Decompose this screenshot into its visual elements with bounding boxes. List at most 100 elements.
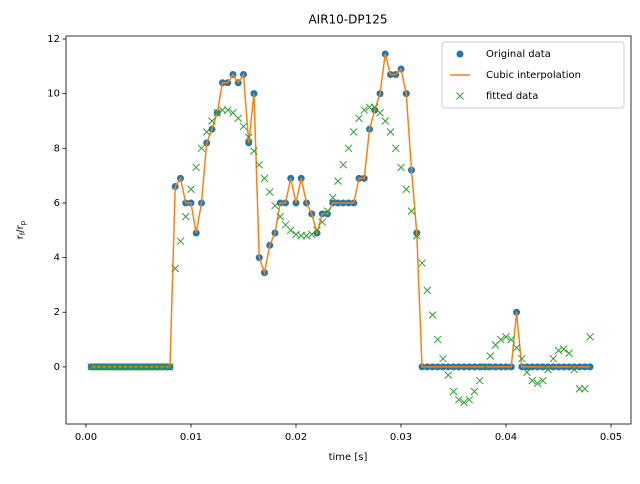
legend-label: fitted data (486, 91, 538, 102)
y-tick-label: 10 (47, 89, 60, 100)
data-point (187, 185, 195, 194)
data-point (502, 332, 510, 341)
legend-box (441, 41, 625, 109)
data-point (496, 335, 505, 344)
data-point (407, 207, 416, 215)
data-point (517, 354, 526, 363)
x-tick-label: 0.01 (180, 432, 202, 443)
data-point (433, 335, 442, 344)
data-point (412, 231, 421, 240)
data-point (323, 207, 332, 215)
data-point (449, 387, 458, 396)
data-point (276, 212, 285, 221)
data-point (470, 387, 479, 396)
y-tick-label: 8 (54, 143, 60, 154)
data-point (234, 114, 243, 123)
legend-swatch (456, 92, 464, 100)
y-tick-label: 0 (54, 362, 60, 373)
x-axis-label: time [s] (329, 452, 368, 463)
data-point (202, 128, 211, 136)
y-tick-label: 6 (54, 198, 60, 209)
data-point (313, 226, 321, 235)
data-point (213, 108, 222, 117)
data-point (302, 231, 311, 240)
data-point (512, 343, 521, 352)
data-point (454, 395, 463, 404)
data-point (328, 193, 337, 202)
data-point (176, 237, 185, 246)
data-point (444, 371, 453, 379)
legend-label: Original data (486, 49, 551, 60)
data-point (397, 163, 405, 172)
data-point (586, 363, 594, 371)
data-point (391, 144, 400, 153)
data-point (349, 128, 358, 136)
axes-frame (65, 35, 632, 425)
x-tick-label: 0.05 (600, 432, 622, 443)
data-point (565, 349, 573, 358)
data-point (181, 212, 190, 221)
data-point (460, 398, 468, 407)
data-point (428, 311, 437, 319)
data-point (538, 376, 547, 385)
data-point (223, 106, 232, 114)
chart-title: AIR10-DP125 (308, 13, 387, 27)
data-point (192, 163, 201, 172)
data-point (475, 376, 484, 385)
x-tick-label: 0.04 (495, 432, 517, 443)
data-point (171, 264, 180, 273)
data-point (423, 286, 432, 295)
data-point (208, 117, 216, 125)
data-point (260, 174, 269, 183)
data-point (533, 379, 542, 388)
data-point (239, 122, 248, 131)
data-point (486, 352, 495, 360)
data-point (250, 147, 258, 155)
data-point (244, 133, 253, 142)
data-point (318, 218, 327, 226)
data-point (355, 114, 363, 123)
x-tick-label: 0.00 (75, 432, 97, 443)
data-point (586, 332, 594, 341)
data-point (580, 384, 589, 393)
y-tick-label: 4 (54, 253, 60, 264)
data-point (307, 230, 316, 239)
data-point (197, 144, 206, 153)
data-point (376, 108, 384, 117)
data-point (481, 363, 489, 371)
data-point (166, 363, 174, 371)
data-point (386, 128, 395, 136)
data-point (439, 354, 447, 363)
data-point (292, 230, 300, 239)
data-point (344, 144, 353, 153)
y-tick-label: 12 (47, 34, 60, 45)
data-point (418, 259, 426, 267)
legend-label: Cubic interpolation (486, 70, 581, 81)
data-point (570, 365, 579, 374)
data-point (265, 188, 274, 196)
data-point (554, 346, 563, 355)
data-point (528, 376, 537, 385)
data-point (271, 201, 279, 210)
data-point (544, 365, 552, 374)
data-point (465, 395, 474, 404)
data-point (381, 117, 390, 125)
data-point (339, 160, 348, 169)
legend-swatch (456, 50, 464, 58)
x-tick-label: 0.02 (285, 432, 307, 443)
legend: Original data Cubic interpolation fitted d… (441, 41, 625, 109)
y-axis-label: rf/rp (15, 220, 27, 239)
y-tick-label: 2 (54, 307, 60, 318)
data-point (360, 106, 369, 114)
data-point (523, 368, 531, 377)
data-point (334, 177, 342, 185)
data-point (549, 354, 558, 363)
data-point (286, 226, 295, 235)
x-tick-label: 0.03 (390, 432, 412, 443)
data-point (559, 345, 568, 353)
series-line (91, 53, 591, 368)
data-point (255, 160, 264, 169)
data-point (402, 185, 411, 194)
